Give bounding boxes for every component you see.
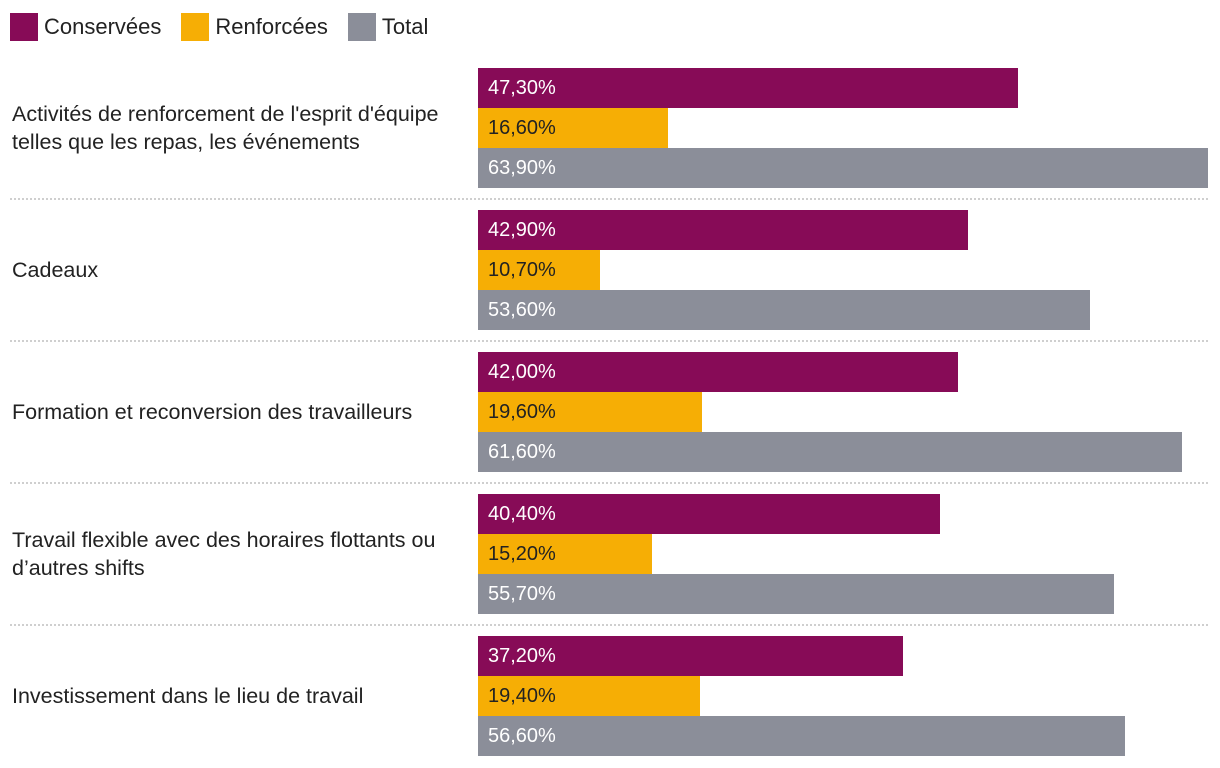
bar-renforcees: 10,70% xyxy=(478,250,600,290)
category-group-4: Travail flexible avec des horaires flott… xyxy=(0,494,1220,614)
bar-total: 63,90% xyxy=(478,148,1208,188)
bar-value-label: 16,60% xyxy=(488,117,556,139)
category-label: Investissement dans le lieu de travail xyxy=(12,684,364,708)
category-group-5: Investissement dans le lieu de travail 37… xyxy=(0,636,1220,756)
bar-conservees: 42,00% xyxy=(478,352,958,392)
group-divider xyxy=(10,340,1208,342)
bar-value-label: 42,00% xyxy=(488,361,556,383)
legend-swatch-total xyxy=(347,13,376,41)
category-label: Travail flexible avec des horaires flott… xyxy=(12,528,436,580)
group-divider xyxy=(10,198,1208,200)
legend-item-conservees: Conservées xyxy=(10,13,161,41)
category-group-2: Cadeaux 42,90% 10,70% 53,60% xyxy=(0,210,1220,330)
legend-label-total: Total xyxy=(381,14,429,39)
bar-value-label: 53,60% xyxy=(488,299,556,321)
bar-conservees: 40,40% xyxy=(478,494,940,534)
category-label: Formation et reconversion des travailleu… xyxy=(12,400,413,424)
bar-conservees: 42,90% xyxy=(478,210,968,250)
category-group-3: Formation et reconversion des travailleu… xyxy=(0,352,1220,472)
bar-value-label: 19,40% xyxy=(488,685,556,707)
bar-value-label: 19,60% xyxy=(488,401,556,423)
bar-total: 56,60% xyxy=(478,716,1125,756)
category-label: Cadeaux xyxy=(12,258,99,282)
bar-total: 55,70% xyxy=(478,574,1114,614)
bar-value-label: 42,90% xyxy=(488,219,556,241)
chart-legend: Conservées Renforcées Total xyxy=(10,12,448,42)
bar-value-label: 37,20% xyxy=(488,645,556,667)
legend-item-renforcees: Renforcées xyxy=(181,13,328,41)
bar-value-label: 47,30% xyxy=(488,77,556,99)
bar-renforcees: 16,60% xyxy=(478,108,668,148)
bar-value-label: 55,70% xyxy=(488,583,556,605)
bar-renforcees: 19,60% xyxy=(478,392,702,432)
bar-total: 53,60% xyxy=(478,290,1090,330)
bar-value-label: 56,60% xyxy=(488,725,556,747)
bar-renforcees: 19,40% xyxy=(478,676,700,716)
bar-total: 61,60% xyxy=(478,432,1182,472)
bar-value-label: 15,20% xyxy=(488,543,556,565)
bar-renforcees: 15,20% xyxy=(478,534,652,574)
bar-value-label: 63,90% xyxy=(488,157,556,179)
legend-label-renforcees: Renforcées xyxy=(215,14,328,39)
legend-label-conservees: Conservées xyxy=(44,14,162,39)
legend-item-total: Total xyxy=(347,13,429,41)
bar-value-label: 61,60% xyxy=(488,441,556,463)
legend-swatch-conservees xyxy=(10,13,38,41)
bar-conservees: 47,30% xyxy=(478,68,1018,108)
group-divider xyxy=(10,624,1208,626)
category-label: Activités de renforcement de l'esprit d'… xyxy=(12,102,439,154)
category-group-1: Activités de renforcement de l'esprit d'… xyxy=(0,68,1220,188)
bar-conservees: 37,20% xyxy=(478,636,903,676)
group-divider xyxy=(10,482,1208,484)
bar-value-label: 40,40% xyxy=(488,503,556,525)
bar-value-label: 10,70% xyxy=(488,259,556,281)
legend-swatch-renforcees xyxy=(181,13,210,41)
